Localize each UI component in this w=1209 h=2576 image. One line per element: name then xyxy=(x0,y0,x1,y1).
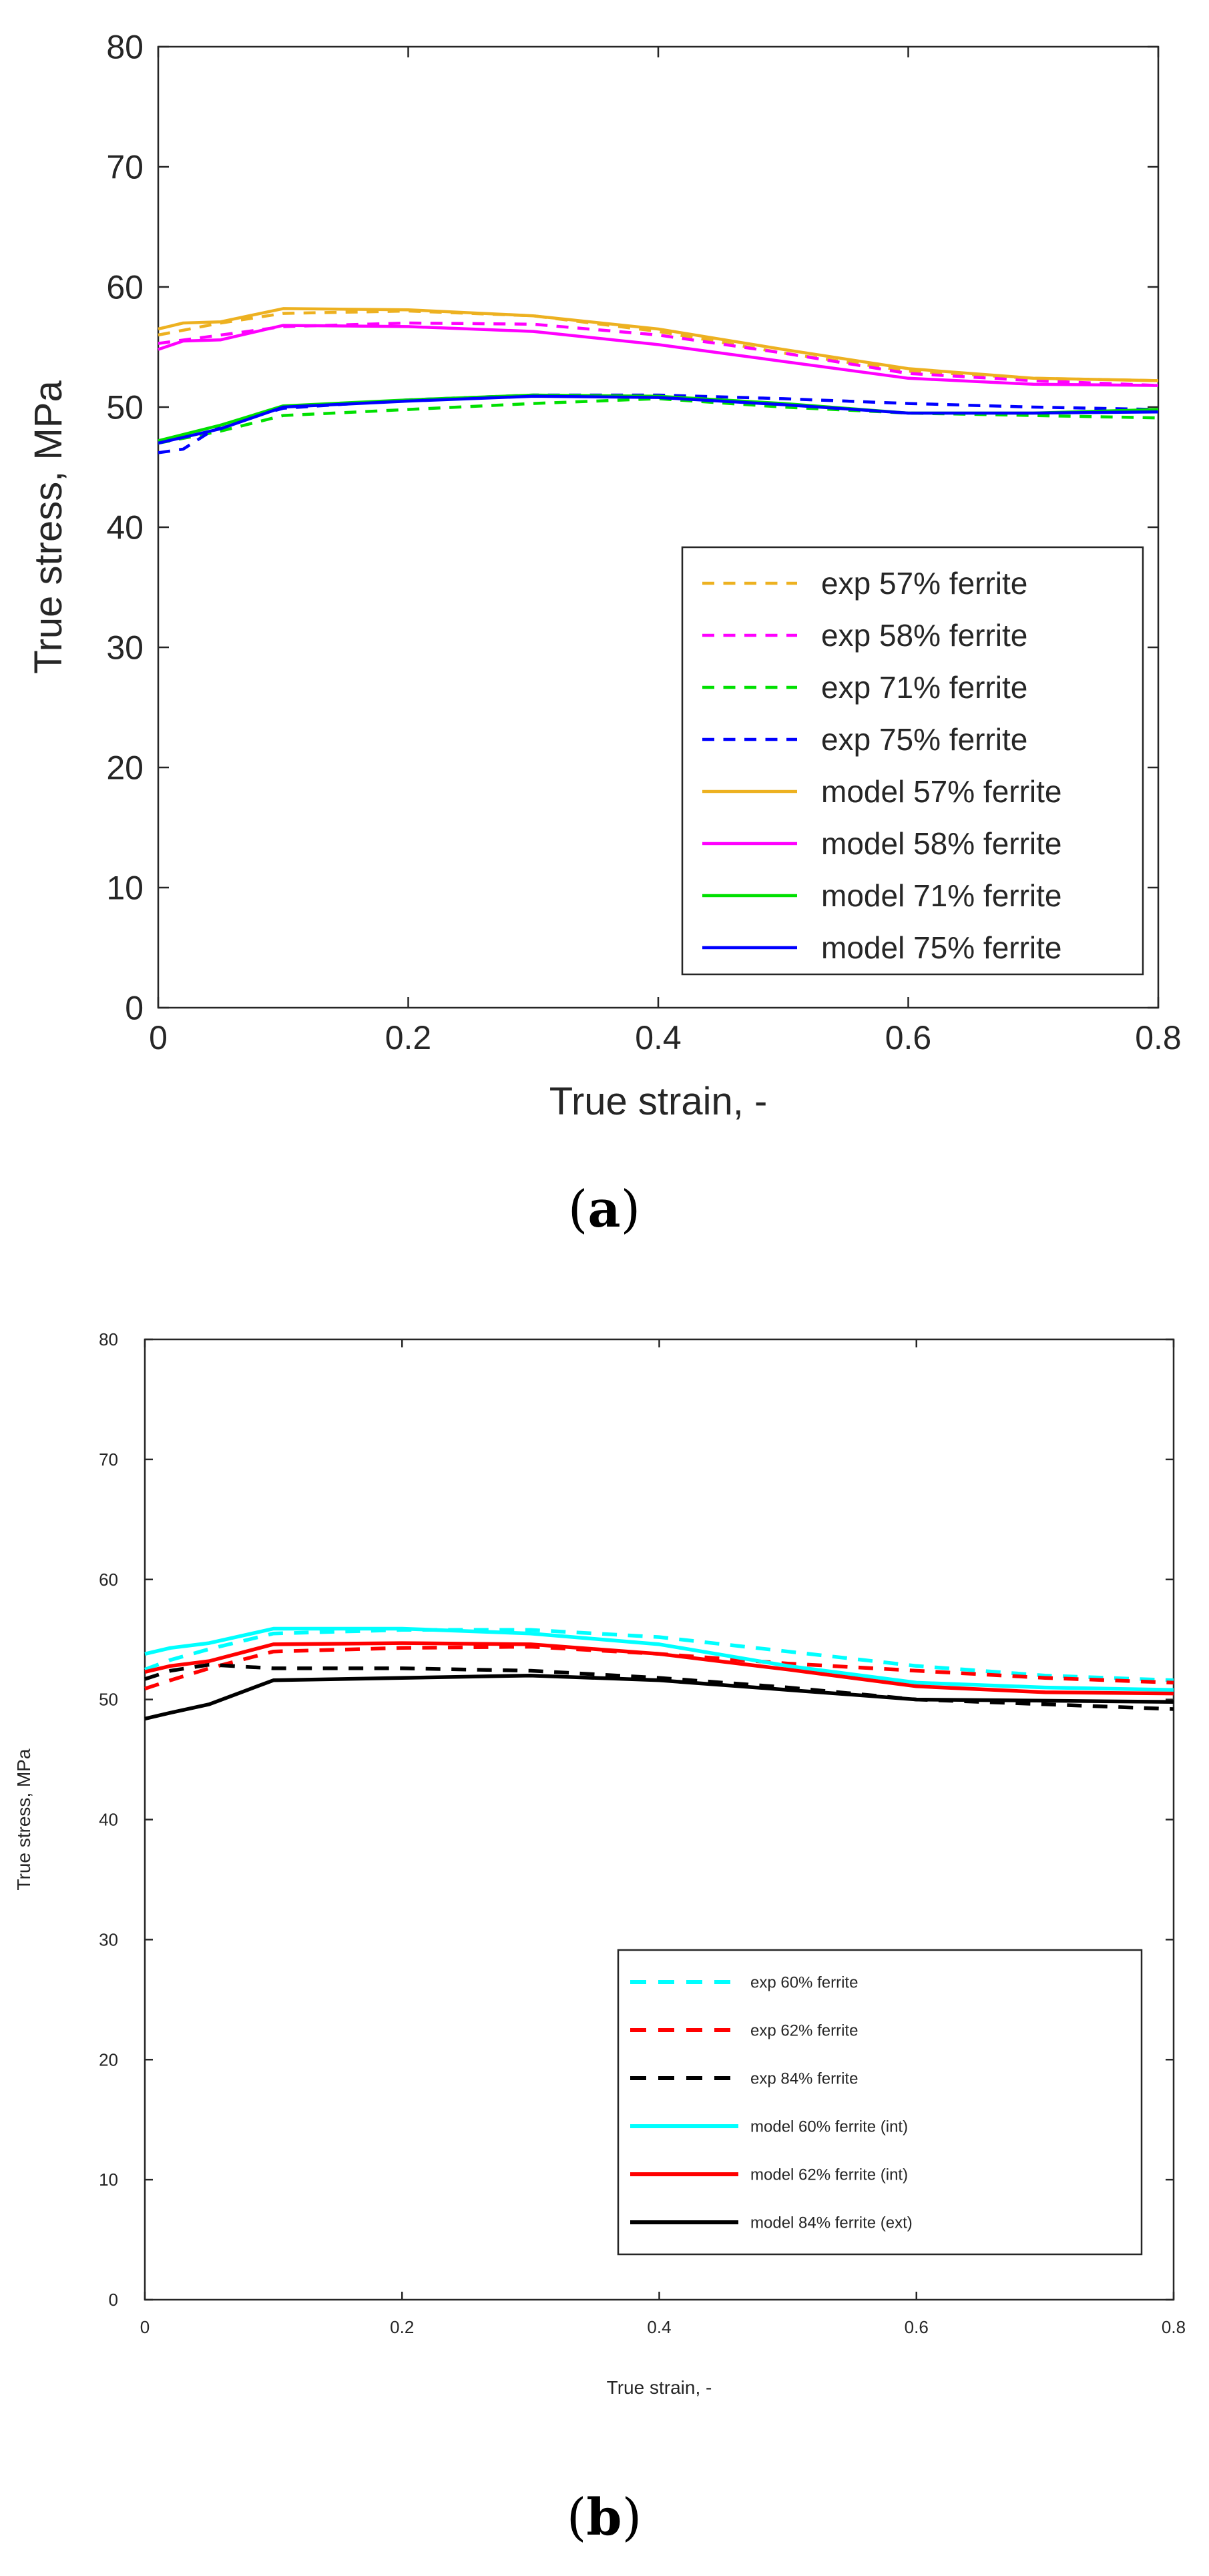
y-tick-label: 0 xyxy=(109,2290,118,2310)
panel-a-caption-letter: a xyxy=(587,1179,620,1239)
legend-entry-label: exp 62% ferrite xyxy=(750,2021,858,2039)
y-axis-label: True stress, MPa xyxy=(27,380,70,674)
x-tick-label: 0.4 xyxy=(635,1019,682,1056)
series-line-model-84-ferrite-ext xyxy=(144,1673,1174,1721)
series-line-model-60-ferrite-int xyxy=(144,1626,1174,1692)
series-line-exp-57-ferrite xyxy=(158,309,1159,382)
x-tick-label: 0.4 xyxy=(647,2317,671,2337)
y-tick-label: 0 xyxy=(125,990,144,1027)
y-tick-label: 30 xyxy=(99,1929,118,1949)
y-tick-label: 60 xyxy=(99,1570,118,1590)
series-line-exp-58-ferrite xyxy=(158,321,1159,387)
series-line-exp-60-ferrite xyxy=(144,1628,1174,1682)
series-line-model-75-ferrite xyxy=(158,394,1159,445)
x-tick-label: 0.6 xyxy=(885,1019,932,1056)
legend-entry-label: model 71% ferrite xyxy=(821,878,1062,913)
legend-entry-label: exp 58% ferrite xyxy=(821,618,1027,653)
y-tick-label: 40 xyxy=(106,509,144,547)
y-tick-label: 10 xyxy=(106,870,144,907)
y-tick-label: 70 xyxy=(106,149,144,186)
series-line-model-58-ferrite xyxy=(158,324,1159,387)
x-tick-label: 0.6 xyxy=(905,2317,929,2337)
legend-entry-label: model 57% ferrite xyxy=(821,774,1062,809)
x-tick-label: 0 xyxy=(149,1019,168,1056)
legend: exp 57% ferrite exp 58% ferrite exp 71% fe… xyxy=(681,546,1144,976)
panel-b-caption-letter: b xyxy=(586,2487,622,2547)
series-line-exp-71-ferrite xyxy=(158,397,1159,445)
panel-b-caption: (b) xyxy=(567,2487,642,2547)
y-tick-label: 70 xyxy=(99,1450,118,1470)
panel-a-caption: (a) xyxy=(568,1179,641,1239)
chart-panel-a: 0 0.2 0.4 0.6 0.8 0 10 20 30 40 50 60 70 80 True strai… xyxy=(27,29,1182,1124)
y-tick-label: 40 xyxy=(99,1810,118,1830)
y-tick-label: 10 xyxy=(99,2170,118,2190)
series-line-model-57-ferrite xyxy=(158,307,1159,382)
y-tick-label: 80 xyxy=(99,1329,118,1349)
y-tick-label: 50 xyxy=(99,1690,118,1710)
y-tick-label: 60 xyxy=(106,269,144,306)
y-tick-label: 50 xyxy=(106,389,144,426)
y-tick-label: 30 xyxy=(106,629,144,667)
legend-entry-label: model 62% ferrite (int) xyxy=(750,2166,908,2184)
legend-entry-label: exp 57% ferrite xyxy=(821,566,1027,601)
legend-entry-label: exp 60% ferrite xyxy=(750,1973,858,1991)
y-tick-label: 20 xyxy=(99,2049,118,2069)
series-line-exp-84-ferrite xyxy=(144,1662,1174,1711)
x-tick-label: 0.8 xyxy=(1135,1019,1182,1056)
series-line-exp-62-ferrite xyxy=(144,1644,1174,1691)
legend-entry-label: model 58% ferrite xyxy=(821,826,1062,861)
x-tick-label: 0.2 xyxy=(390,2317,414,2337)
x-tick-label: 0.8 xyxy=(1162,2317,1186,2337)
y-tick-label: 20 xyxy=(106,749,144,787)
chart-panel-b: 0 0.2 0.4 0.6 0.8 0 10 20 30 40 50 60 70 80 True strai… xyxy=(13,1329,1186,2398)
legend-entry-label: model 75% ferrite xyxy=(821,930,1062,965)
x-axis-label: True strain, - xyxy=(607,2377,712,2398)
legend-entry-label: model 84% ferrite (ext) xyxy=(750,2214,913,2232)
x-tick-label: 0.2 xyxy=(385,1019,432,1056)
series-line-model-62-ferrite-int xyxy=(144,1641,1174,1696)
legend: exp 60% ferrite exp 62% ferrite exp 84% fe… xyxy=(617,1949,1143,2256)
x-tick-label: 0 xyxy=(140,2317,150,2337)
legend-box xyxy=(681,546,1144,976)
x-axis-label: True strain, - xyxy=(549,1080,768,1123)
y-tick-label: 80 xyxy=(106,29,144,66)
legend-entry-label: exp 75% ferrite xyxy=(821,722,1027,757)
legend-entry-label: exp 71% ferrite xyxy=(821,670,1027,705)
legend-entry-label: model 60% ferrite (int) xyxy=(750,2118,908,2136)
legend-entry-label: exp 84% ferrite xyxy=(750,2069,858,2087)
legend-box xyxy=(617,1949,1143,2256)
y-axis-label: True stress, MPa xyxy=(13,1748,34,1891)
